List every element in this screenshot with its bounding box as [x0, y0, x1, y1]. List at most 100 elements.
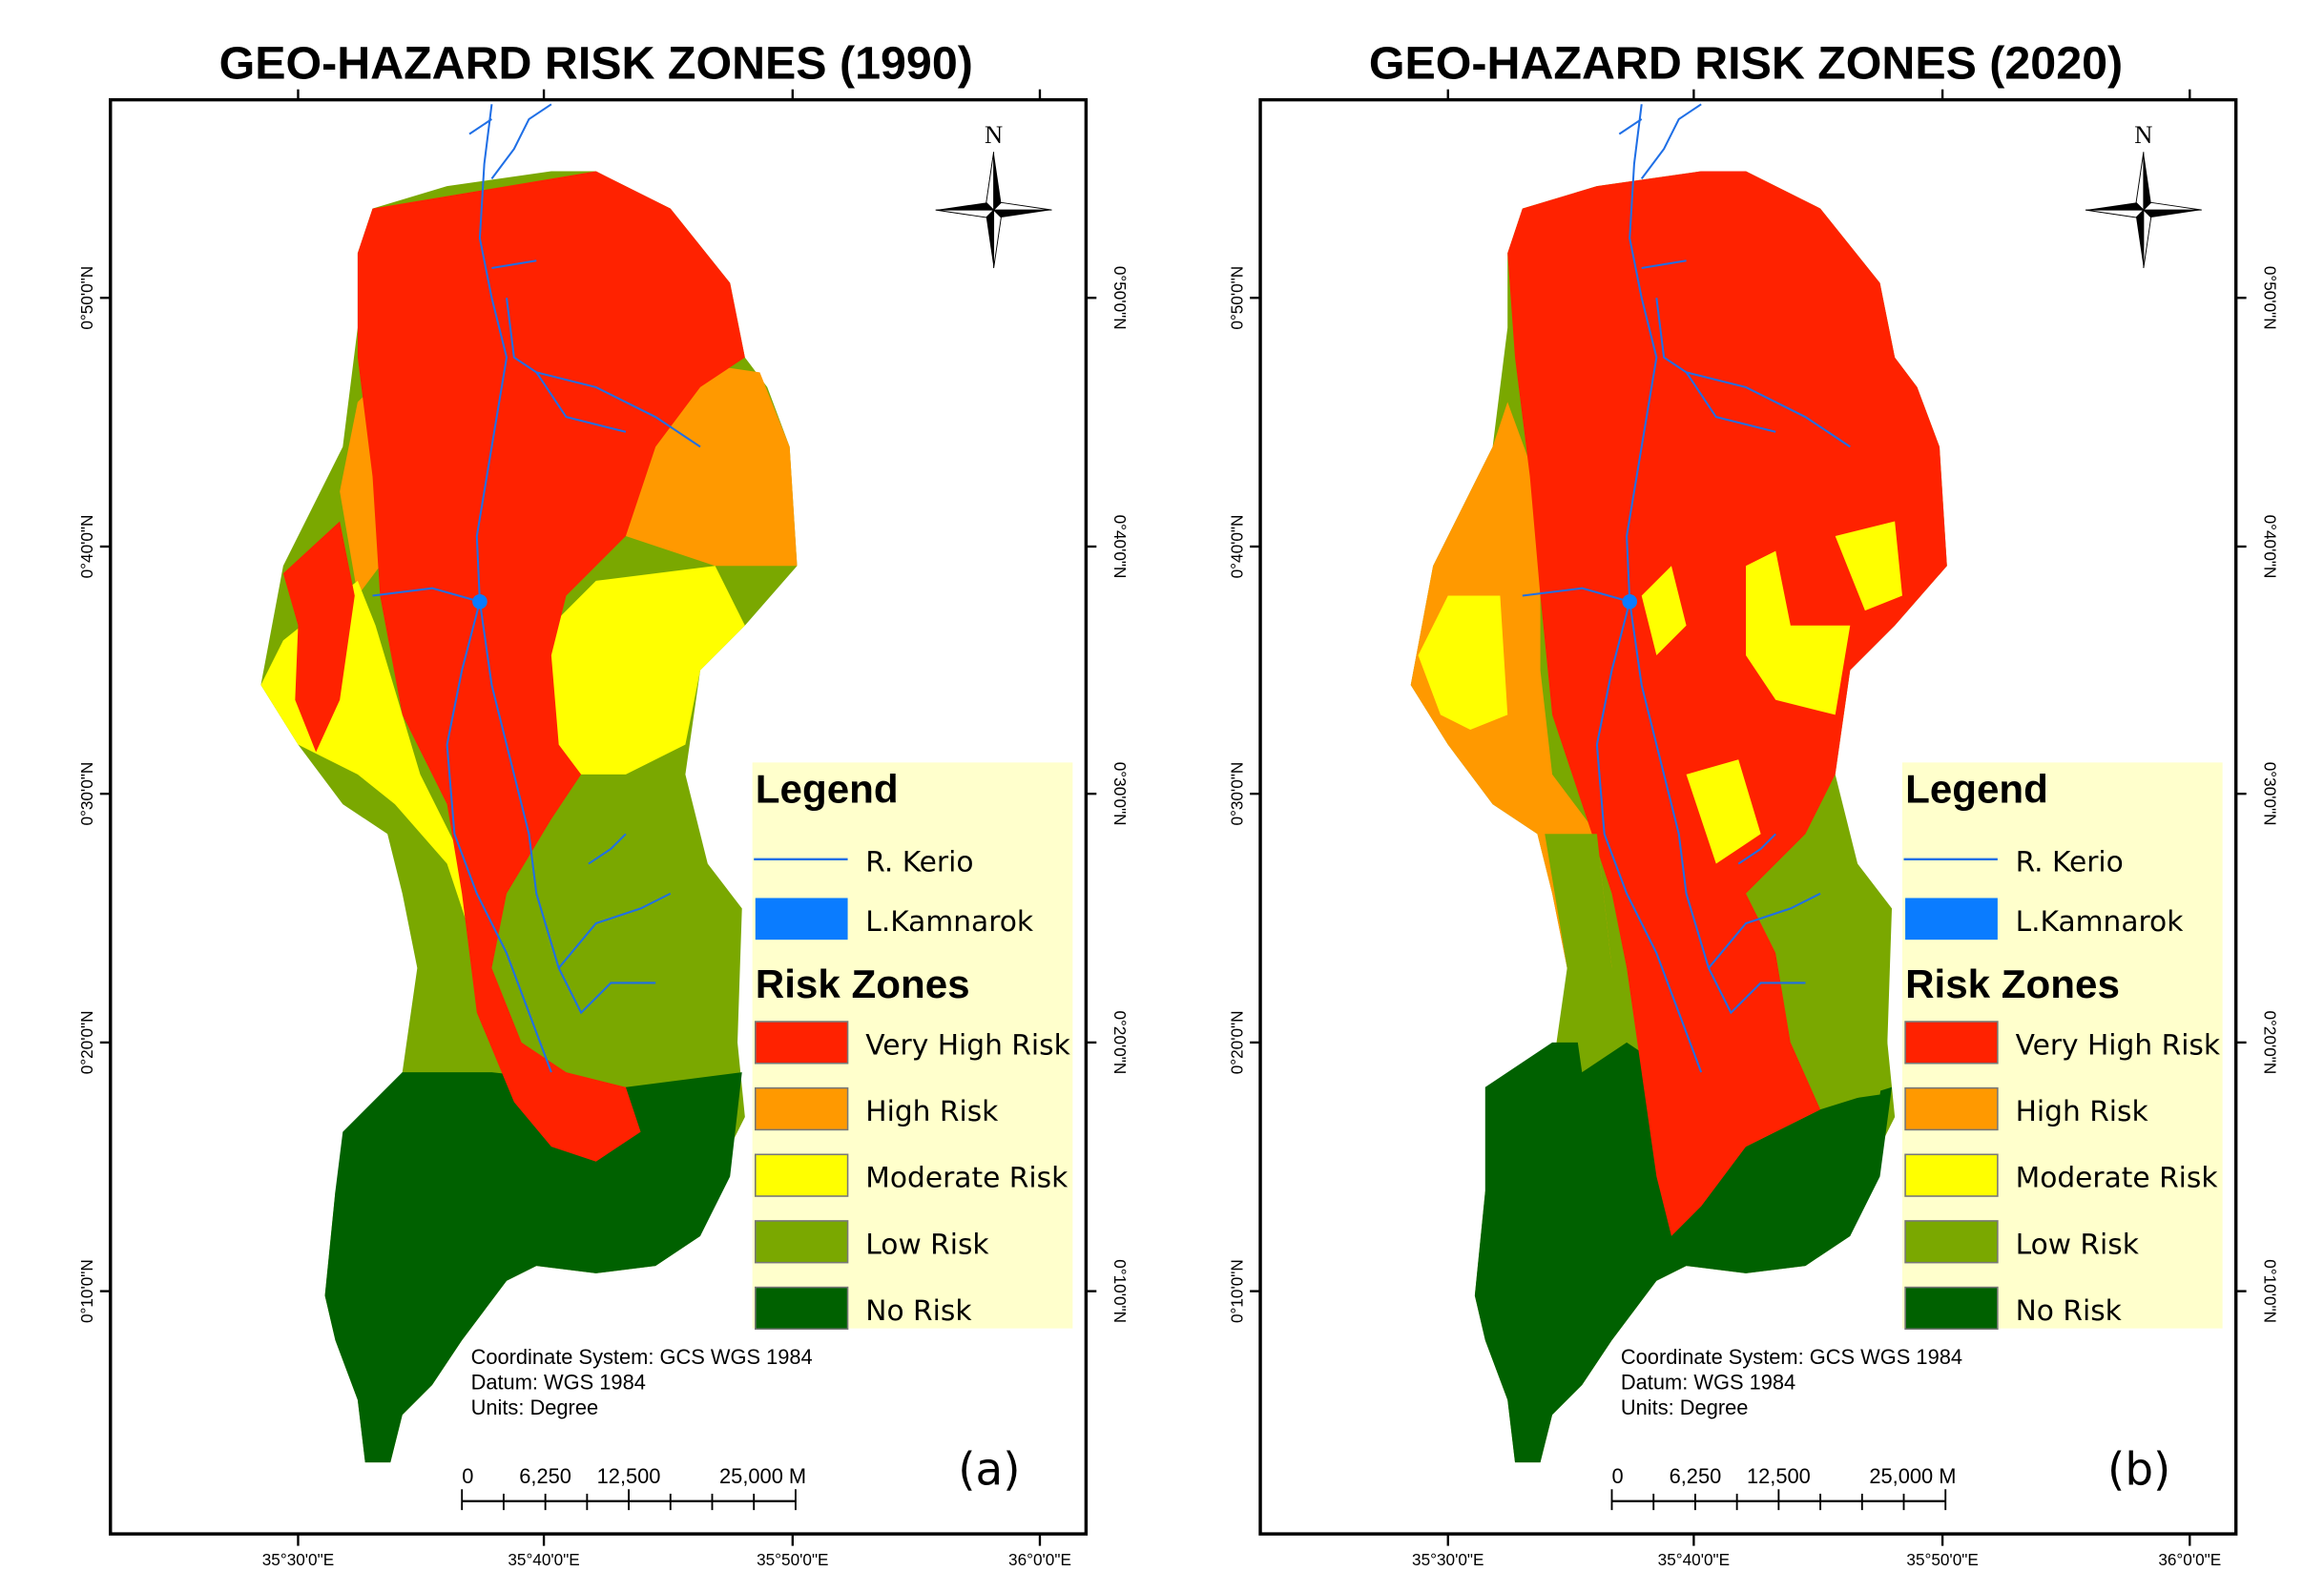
- river-kerio: [1737, 833, 1776, 865]
- lon-label: 35°30'0"E: [262, 1550, 334, 1569]
- river-kerio: [1641, 259, 1687, 270]
- legend-river-label: R. Kerio: [865, 844, 973, 878]
- scale-label: 25,000 M: [719, 1464, 806, 1488]
- river-kerio: [1629, 601, 1806, 1015]
- north-arrow-icon: N: [2085, 120, 2202, 269]
- units: Units: Degree: [471, 1396, 599, 1419]
- lat-label-right: 0°20'0"N: [1110, 1010, 1130, 1074]
- lat-label-left: 0°40'0"N: [77, 515, 96, 579]
- lat-label-right: 0°10'0"N: [2260, 1259, 2279, 1323]
- panel-label: (a): [958, 1445, 1020, 1497]
- legend-zone-label: Low Risk: [865, 1227, 989, 1260]
- lat-label-right: 0°30'0"N: [1110, 762, 1130, 826]
- legend-zone-label: Very High Risk: [2016, 1027, 2221, 1061]
- lon-label: 36°0'0"E: [2158, 1550, 2221, 1569]
- legend-zone-label: Very High Risk: [865, 1027, 1070, 1061]
- legend-swatch-moderate: [1904, 1153, 1999, 1197]
- lon-label: 35°40'0"E: [508, 1550, 579, 1569]
- datum: Datum: WGS 1984: [1621, 1371, 1795, 1395]
- lat-label-right: 0°50'0"N: [2260, 266, 2279, 330]
- lon-label: 36°0'0"E: [1008, 1550, 1071, 1569]
- scale-label: 6,250: [1670, 1464, 1722, 1488]
- zone-none: [324, 1072, 742, 1463]
- river-kerio: [372, 587, 481, 603]
- lat-label-left: 0°40'0"N: [1227, 515, 1246, 579]
- lat-label-right: 0°10'0"N: [1110, 1259, 1130, 1323]
- north-arrow-icon: N: [935, 120, 1052, 269]
- lat-label-left: 0°10'0"N: [77, 1259, 96, 1323]
- legend: Legend R. Kerio L.Kamnarok Risk Zones Ver…: [752, 762, 1073, 1331]
- river-kerio: [1640, 103, 1702, 179]
- zone-moderate: [536, 566, 745, 775]
- legend-title: Legend: [756, 767, 899, 812]
- lon-label: 35°40'0"E: [1658, 1550, 1730, 1569]
- lat-label-left: 0°10'0"N: [1227, 1259, 1246, 1323]
- lake-symbol: [755, 898, 848, 941]
- lake-kamnarok: [472, 593, 488, 610]
- legend-river-label: R. Kerio: [2016, 844, 2124, 878]
- river-kerio: [1685, 371, 1776, 433]
- zone-very-high: [357, 171, 745, 1162]
- lon-label: 35°30'0"E: [1412, 1550, 1484, 1569]
- lat-label-left: 0°20'0"N: [1227, 1010, 1246, 1074]
- legend-zone-label: No Risk: [2016, 1293, 2123, 1327]
- zone-low: [1545, 834, 1628, 1073]
- zone-very-high: [282, 521, 355, 753]
- lat-label-left: 0°30'0"N: [1227, 762, 1246, 826]
- river-kerio: [491, 259, 537, 270]
- lat-label-left: 0°50'0"N: [77, 266, 96, 330]
- legend-swatch-high: [754, 1086, 849, 1131]
- map-title: GEO-HAZARD RISK ZONES (2020): [1369, 38, 2123, 90]
- lat-label-left: 0°20'0"N: [77, 1010, 96, 1074]
- map-title: GEO-HAZARD RISK ZONES (1990): [219, 38, 973, 90]
- legend-lake-label: L.Kamnarok: [2016, 904, 2185, 938]
- zone-moderate: [1641, 566, 1687, 655]
- scale-label: 6,250: [519, 1464, 571, 1488]
- lon-label: 35°50'0"E: [1906, 1550, 1978, 1569]
- panel-label: (b): [2107, 1445, 2170, 1497]
- lake-kamnarok: [1622, 593, 1638, 610]
- river-kerio: [506, 298, 701, 448]
- map-panel-1990: GEO-HAZARD RISK ZONES (1990) 35°30'0"E 35°…: [77, 38, 1130, 1569]
- scale-label: 12,500: [597, 1464, 661, 1488]
- scale-label: 0: [1612, 1464, 1624, 1488]
- lat-label-right: 0°30'0"N: [2260, 762, 2279, 826]
- legend-swatch-moderate: [754, 1153, 849, 1197]
- legend-zones-title: Risk Zones: [1905, 961, 2120, 1006]
- legend-title: Legend: [1905, 767, 2048, 812]
- legend-zone-label: High Risk: [2016, 1094, 2149, 1127]
- scale-bar: 0 6,250 12,500 25,000 M: [1610, 1464, 1956, 1511]
- river-kerio: [1522, 587, 1630, 603]
- north-label: N: [985, 120, 1003, 149]
- legend-swatch-low: [754, 1220, 849, 1264]
- river-kerio: [1655, 298, 1851, 448]
- river-kerio: [1708, 892, 1821, 969]
- units: Units: Degree: [1621, 1396, 1749, 1419]
- lat-label-left: 0°30'0"N: [77, 762, 96, 826]
- lat-label-left: 0°50'0"N: [1227, 266, 1246, 330]
- scale-label: 25,000 M: [1869, 1464, 1956, 1488]
- legend-swatch-none: [1904, 1286, 1999, 1331]
- legend-swatch-very-high: [754, 1021, 849, 1065]
- river-kerio: [557, 892, 672, 969]
- legend-zone-label: No Risk: [865, 1293, 972, 1327]
- legend-swatch-very-high: [1904, 1021, 1999, 1065]
- scale-label: 12,500: [1747, 1464, 1811, 1488]
- legend-lake-label: L.Kamnarok: [865, 904, 1034, 938]
- river-kerio: [588, 833, 627, 865]
- map-panel-2020: GEO-HAZARD RISK ZONES (2020) 35°30'0"E 35°…: [1227, 38, 2279, 1569]
- zone-moderate: [1418, 595, 1508, 731]
- zone-moderate: [1746, 550, 1851, 715]
- legend-zone-label: Moderate Risk: [2016, 1161, 2219, 1194]
- coordinate-system: Coordinate System: GCS WGS 1984: [1621, 1345, 1962, 1369]
- river-kerio: [1618, 118, 1643, 135]
- river-kerio: [468, 118, 492, 135]
- lat-label-right: 0°40'0"N: [2260, 515, 2279, 579]
- legend-swatch-high: [1904, 1086, 1999, 1131]
- lake-symbol: [1905, 898, 1998, 941]
- scale-bar: 0 6,250 12,500 25,000 M: [461, 1464, 806, 1511]
- legend-zone-label: High Risk: [865, 1094, 999, 1127]
- legend-zone-label: Moderate Risk: [865, 1161, 1069, 1194]
- lon-label: 35°50'0"E: [757, 1550, 828, 1569]
